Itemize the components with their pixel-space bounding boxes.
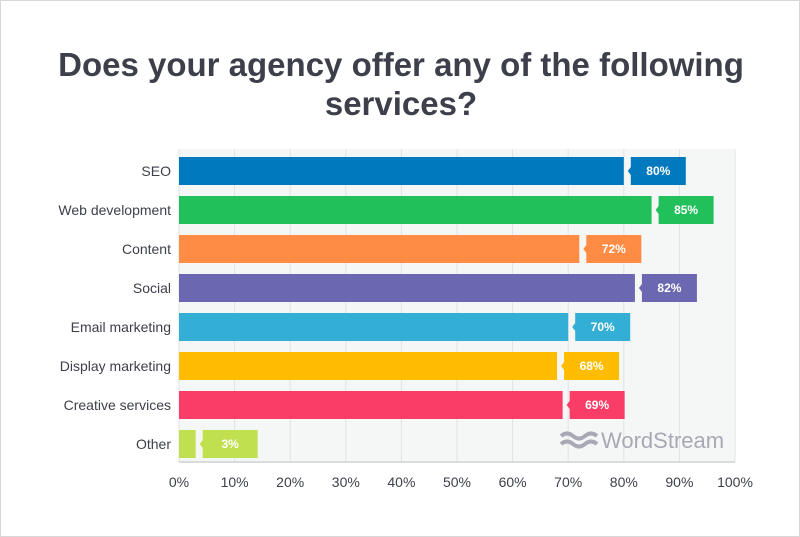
data-label-box [655,196,714,224]
data-label: 80% [646,164,670,178]
x-tick-label: 50% [443,474,471,490]
category-label: SEO [141,163,171,179]
data-label-box [199,430,258,458]
x-tick-label: 60% [499,474,527,490]
x-tick-label: 10% [221,474,249,490]
x-tick-label: 30% [332,474,360,490]
x-tick-label: 40% [387,474,415,490]
bar [179,430,196,458]
data-label: 72% [602,242,626,256]
data-label-box [627,157,686,185]
x-tick-label: 0% [169,474,189,490]
data-label: 68% [580,359,604,373]
category-label: Email marketing [71,319,171,335]
data-label: 70% [591,320,615,334]
bar [179,235,580,263]
x-tick-label: 100% [717,474,753,490]
data-label: 85% [674,203,698,217]
data-label: 3% [222,437,240,451]
wordstream-logo-icon [559,431,599,449]
category-label: Other [136,436,171,452]
data-label: 82% [657,281,681,295]
bar [179,196,652,224]
x-tick-label: 90% [665,474,693,490]
category-label: Display marketing [60,358,171,374]
wordstream-watermark [559,431,599,449]
x-tick-label: 80% [610,474,638,490]
data-label-box [561,352,620,380]
data-label-box [583,235,642,263]
category-label: Creative services [64,397,171,413]
data-label-box [638,274,697,302]
bar [179,352,558,380]
category-label: Web development [58,202,171,218]
bar [179,391,563,419]
bar [179,313,569,341]
data-label-box [566,391,625,419]
chart-title: Does your agency offer any of the follow… [58,46,744,122]
x-tick-label: 70% [554,474,582,490]
data-label-box [572,313,631,341]
data-label: 69% [585,398,609,412]
category-label: Social [133,280,171,296]
category-label: Content [122,241,171,257]
bar [179,157,624,185]
x-tick-label: 20% [276,474,304,490]
bar [179,274,635,302]
watermark-text: WordStream [601,428,724,453]
